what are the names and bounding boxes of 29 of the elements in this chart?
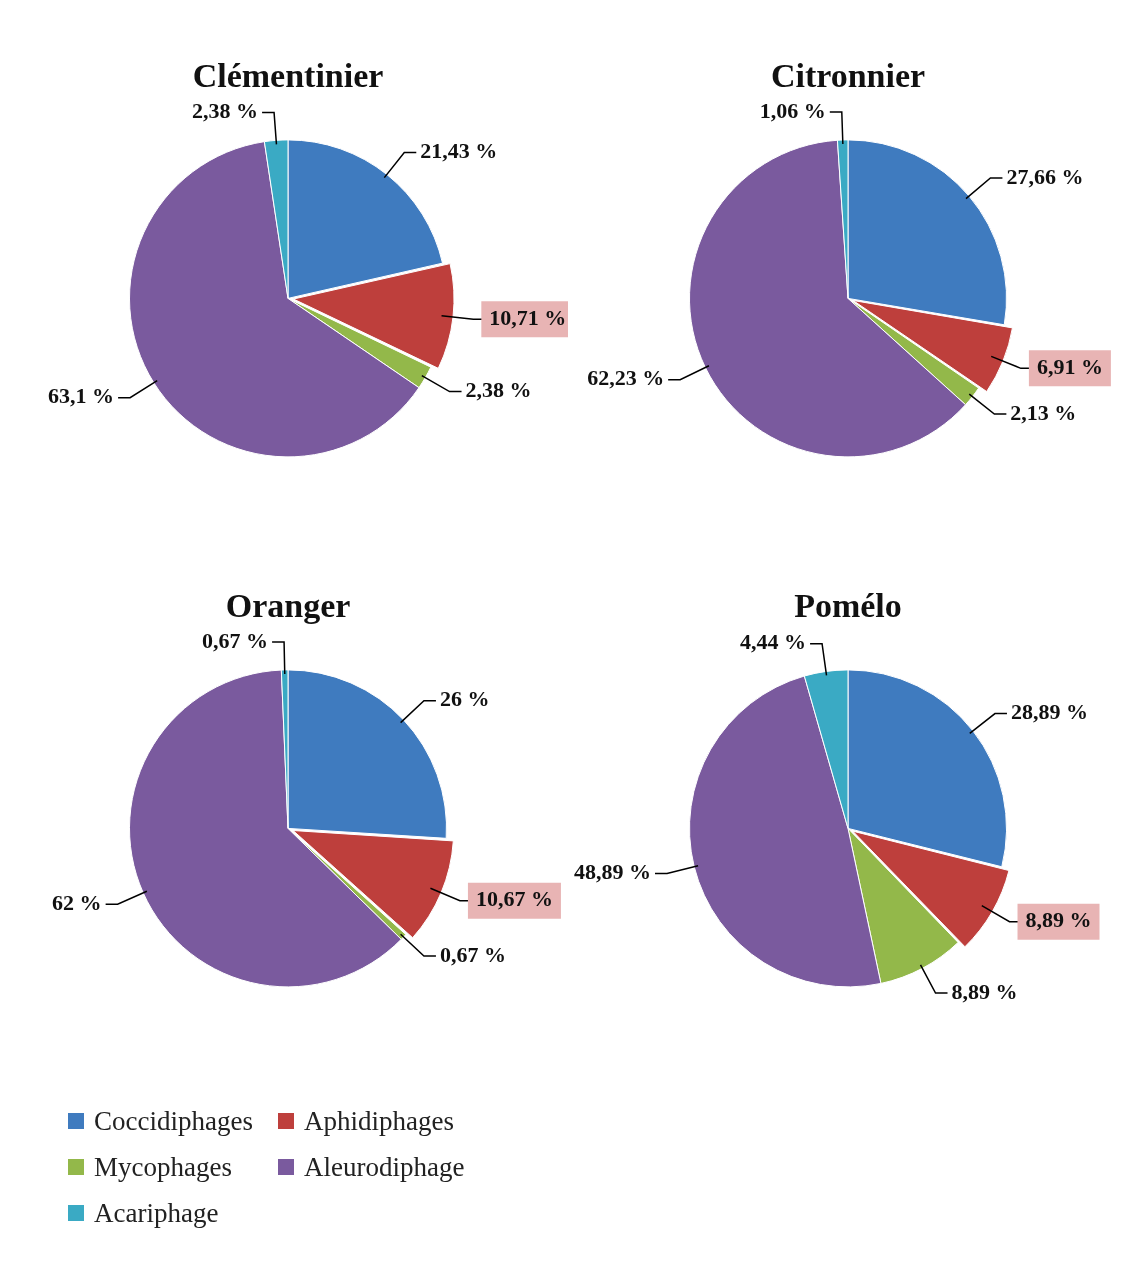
- data-label: 62 %: [52, 889, 102, 915]
- data-label: 2,13 %: [1010, 399, 1077, 425]
- data-label: 63,1 %: [48, 383, 115, 409]
- data-label: 0,67 %: [439, 941, 506, 967]
- legend-label: Acariphage: [94, 1197, 219, 1229]
- data-label: 28,89 %: [1010, 699, 1088, 725]
- data-label: 4,44 %: [740, 629, 807, 655]
- data-label: 2,38 %: [192, 98, 259, 124]
- chart-title: Pomélo: [794, 587, 902, 625]
- data-label: 0,67 %: [202, 627, 269, 653]
- legend-label: Coccidiphages: [94, 1105, 253, 1137]
- data-label: 10,71 %: [489, 304, 567, 330]
- chart-title: Citronnier: [770, 57, 926, 95]
- data-label: 6,91 %: [1036, 354, 1103, 380]
- data-label: 26 %: [439, 686, 490, 712]
- legend-label: Aphidiphages: [304, 1105, 454, 1137]
- legend-label: Aleurodiphage: [304, 1151, 465, 1183]
- legend-label: Mycophages: [94, 1151, 232, 1183]
- data-label: 8,89 %: [1025, 907, 1092, 933]
- data-label: 2,38 %: [465, 377, 532, 403]
- data-label: 8,89 %: [951, 978, 1018, 1004]
- chart-title: Clémentinier: [192, 57, 384, 95]
- data-label: 10,67 %: [475, 886, 553, 912]
- data-label: 48,89 %: [574, 859, 652, 885]
- data-label: 1,06 %: [759, 97, 826, 123]
- data-label: 21,43 %: [420, 138, 498, 164]
- chart-title: Oranger: [225, 587, 351, 625]
- data-label: 62,23 %: [587, 365, 665, 391]
- data-label: 27,66 %: [1006, 163, 1084, 189]
